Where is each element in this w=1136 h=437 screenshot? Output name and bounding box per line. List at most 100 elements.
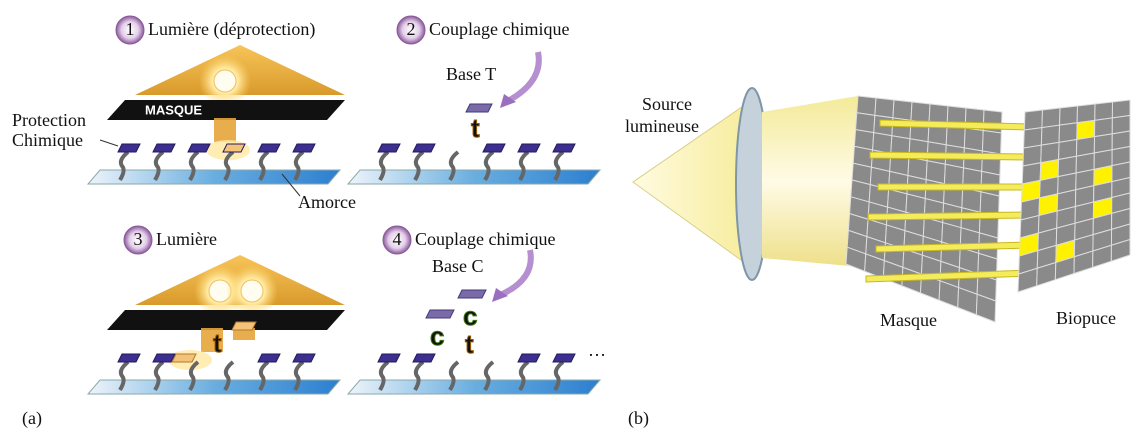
linker xyxy=(188,150,200,182)
light-beam xyxy=(214,118,236,142)
step-number: 3 xyxy=(134,229,143,249)
light-ray xyxy=(867,211,1031,221)
linker xyxy=(293,360,305,392)
mask-cell xyxy=(874,97,895,119)
base-label: Base T xyxy=(446,64,496,84)
chip-cell xyxy=(1076,103,1096,124)
step-title: Lumière xyxy=(156,229,217,249)
step-badge xyxy=(123,225,153,255)
linker xyxy=(378,360,390,392)
step-number: 2 xyxy=(407,19,416,39)
step-title: Lumière (déprotection) xyxy=(148,19,315,40)
substrate xyxy=(86,169,342,185)
nucleotide: c xyxy=(430,321,444,351)
protection-group xyxy=(187,143,211,153)
light-beam xyxy=(201,328,223,352)
protection-group xyxy=(117,353,141,363)
arrow-head xyxy=(500,94,516,108)
light-bulb xyxy=(240,279,264,303)
light-ray xyxy=(877,183,1031,191)
protection-group xyxy=(412,353,436,363)
nucleotide: t xyxy=(213,328,222,358)
linker xyxy=(223,360,235,392)
chip-label: Biopuce xyxy=(1056,308,1116,328)
chip-cell xyxy=(1094,101,1114,121)
chip-cell xyxy=(1111,99,1131,119)
light-tube xyxy=(762,96,858,266)
linker xyxy=(413,360,425,392)
panel-label: (a) xyxy=(22,408,42,429)
protection-group xyxy=(465,103,493,113)
mask-cell xyxy=(945,124,966,149)
ellipsis: … xyxy=(588,340,606,360)
linker xyxy=(258,150,270,182)
protection-group xyxy=(412,143,436,153)
protection-group xyxy=(257,143,281,153)
mask-plate xyxy=(107,310,345,330)
linker xyxy=(188,360,200,392)
chip-cell xyxy=(1023,127,1043,149)
mask-label: MASQUE xyxy=(145,102,202,117)
light-ray xyxy=(869,151,1031,161)
leader xyxy=(281,173,301,197)
linker xyxy=(518,150,530,182)
nucleotide: t xyxy=(465,329,474,359)
linker xyxy=(553,150,565,182)
mask-label-b: Masque xyxy=(880,310,937,330)
protection-group xyxy=(377,353,401,363)
mask-cell xyxy=(892,99,913,121)
protection-label: Protection xyxy=(12,110,86,130)
linker xyxy=(153,150,165,182)
linker xyxy=(483,150,495,182)
source-label: Source xyxy=(642,94,692,114)
primer-label: Amorce xyxy=(298,192,356,212)
step-number: 4 xyxy=(393,229,402,249)
mask-cell xyxy=(975,293,997,323)
protection-group xyxy=(457,289,487,299)
mask-cell xyxy=(910,101,931,124)
substrate xyxy=(86,379,342,395)
base-arrow xyxy=(504,51,542,105)
chip-cell xyxy=(1041,107,1061,129)
chip-cell xyxy=(1110,238,1131,262)
linker xyxy=(483,360,495,392)
protection-group xyxy=(517,143,541,153)
protection-group xyxy=(517,353,541,363)
substrate xyxy=(346,379,602,395)
step-badge xyxy=(396,15,426,45)
protection-group xyxy=(482,143,506,153)
protection-group xyxy=(292,353,316,363)
light-bulb xyxy=(213,69,237,93)
linker xyxy=(118,360,130,392)
linker xyxy=(518,360,530,392)
step-title: Couplage chimique xyxy=(429,19,569,39)
linker xyxy=(553,360,565,392)
linker xyxy=(448,360,460,392)
protection-group xyxy=(425,309,455,319)
protection-group xyxy=(257,353,281,363)
step-number: 1 xyxy=(126,19,135,39)
protection-group xyxy=(231,321,257,331)
linker xyxy=(153,360,165,392)
linker xyxy=(118,150,130,182)
chip-cell xyxy=(1023,109,1044,131)
nucleotide: t xyxy=(471,113,480,143)
protection-group xyxy=(552,353,576,363)
step-badge xyxy=(115,15,145,45)
linker xyxy=(258,360,270,392)
protection-group xyxy=(222,143,246,153)
chip-cell xyxy=(1059,105,1079,126)
step-badge xyxy=(382,225,412,255)
base-arrow xyxy=(496,249,534,299)
linker xyxy=(413,150,425,182)
mask-cell xyxy=(856,95,877,116)
substrate xyxy=(346,169,602,185)
light-beam xyxy=(233,328,255,340)
panel-label: (b) xyxy=(628,408,649,429)
base-label: Base C xyxy=(432,256,484,276)
protection-group xyxy=(152,353,176,363)
protection-group xyxy=(292,143,316,153)
step-title: Couplage chimique xyxy=(415,229,555,249)
linker xyxy=(448,150,460,182)
protection-group xyxy=(171,353,197,363)
